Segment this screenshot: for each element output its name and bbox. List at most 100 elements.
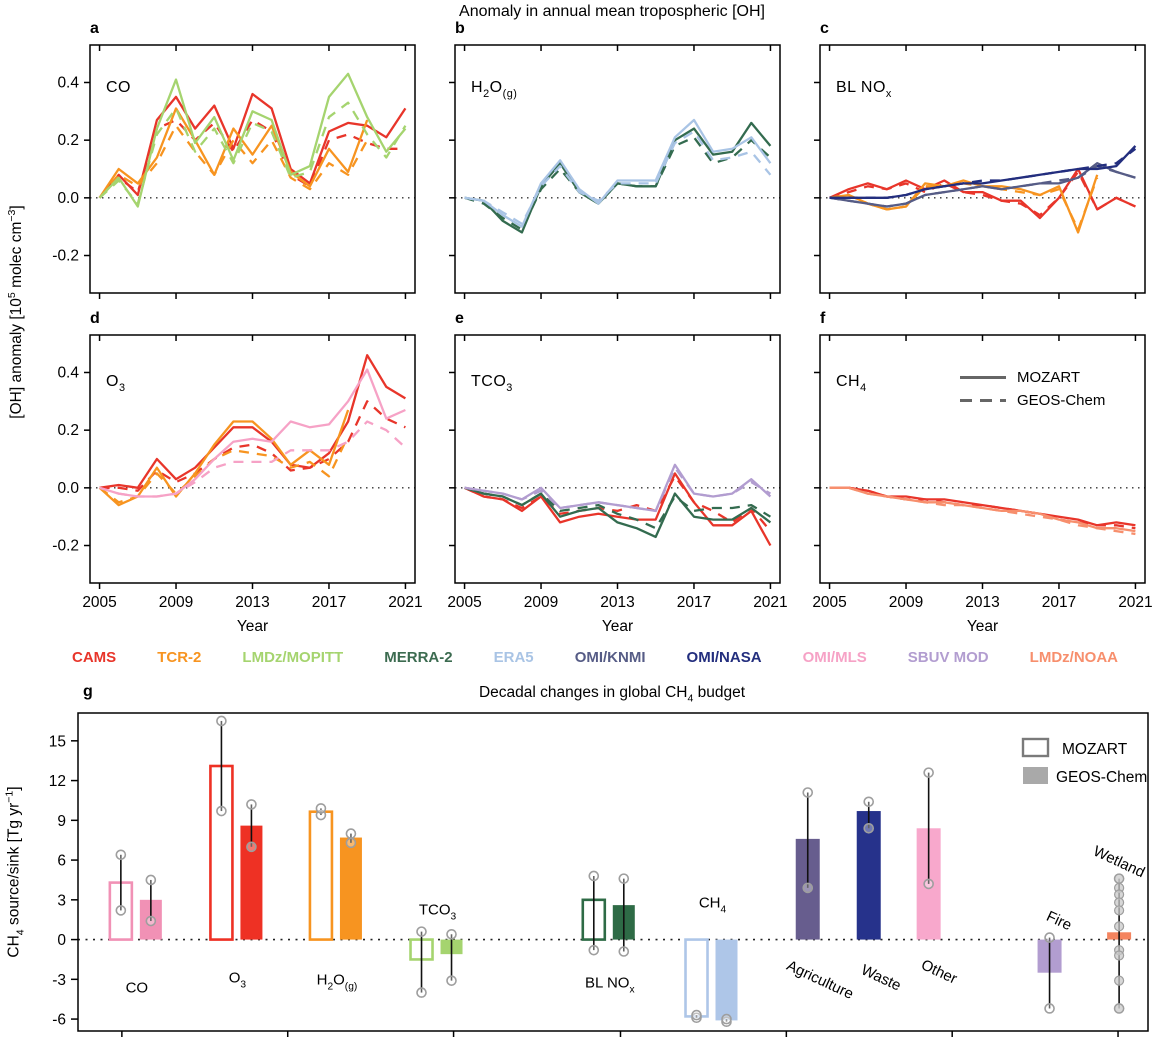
x-tick-label: 2009	[889, 594, 923, 611]
y-tick-label: 0.2	[57, 422, 79, 439]
y-tick-label: 0.0	[57, 190, 79, 207]
g-y-tick-label: 9	[57, 813, 66, 830]
legend-dataset-omi-knmi: OMI/KNMI	[574, 649, 646, 666]
panel-letter-f: f	[820, 310, 826, 327]
legend-dataset-lmdz-mopitt: LMDz/MOPITT	[242, 649, 344, 666]
panel-c-plot	[814, 44, 1146, 299]
bar-o3-geos-chem	[240, 825, 263, 940]
panel-e-species-label: TCO3	[471, 373, 513, 394]
x-tick-label: 2021	[388, 594, 422, 611]
g-y-tick-label: -6	[52, 1012, 66, 1029]
panel-letter-a: a	[90, 20, 99, 37]
series-tcr-2-geos	[98, 435, 350, 504]
ch4-sourcesink-axis-label: CH4 source/sink [Tg yr−1]	[3, 786, 27, 958]
series-era5-mozart	[464, 118, 772, 228]
bar-legend-geos: GEOS-Chem	[1056, 769, 1147, 786]
panel-letter-c: c	[820, 20, 829, 37]
panel-d-species-label: O3	[106, 373, 126, 394]
series-merra-2-mozart	[464, 486, 772, 539]
series-cams-mozart	[464, 472, 772, 547]
y-tick-label: 0.2	[57, 132, 79, 149]
panel-g-bar-chart: 15 12 9 6 3 0 -3 -6 MOZART GEOS-Chem CO O3 H2O(g) TC…	[38, 703, 1154, 1039]
series-lmdz-mopitt-geos	[98, 101, 407, 205]
g-y-tick-label: 12	[49, 773, 66, 790]
g-y-tick-label: 15	[49, 733, 66, 750]
bar-group-label-h2o-g-: H2O(g)	[316, 971, 358, 993]
panel-d-plot: 0.4 0.2 0.0 -0.2 2005 2009 2013 2017 2021 Year	[52, 334, 423, 635]
panel-f-species-label: CH4	[836, 373, 867, 394]
panel-e-plot: 2005 2009 2013 2017 2021 Year	[447, 334, 788, 635]
panel-d-o3: 0.4 0.2 0.0 -0.2 2005 2009 2013 2017 2021 Year O3	[40, 325, 423, 635]
dashed-line-swatch	[960, 399, 1006, 402]
panel-f-plot: 2005 2009 2013 2017 2021 Year	[812, 334, 1153, 635]
series-merra-2-geos	[464, 136, 772, 231]
series-omi-nasa-geos	[829, 147, 1137, 199]
x-tick-label: 2013	[965, 594, 999, 611]
legend-dataset-era5: ERA5	[493, 649, 534, 666]
model-line-legend: MOZART GEOS-Chem	[960, 366, 1105, 412]
x-axis-label: Year	[967, 618, 998, 635]
series-sbuv-mod-geos	[464, 466, 771, 513]
x-tick-label: 2017	[1042, 594, 1076, 611]
g-y-tick-label: 3	[57, 892, 66, 909]
series-cams-geos	[829, 170, 1136, 217]
y-tick-label: 0.0	[57, 480, 79, 497]
bar-group-label-ch4: CH4	[698, 894, 727, 916]
panel-f-ch4: 2005 2009 2013 2017 2021 Year CH4	[770, 325, 1153, 635]
legend-dataset-omi-mls: OMI/MLS	[802, 649, 867, 666]
x-tick-label: 2009	[524, 594, 558, 611]
legend-dataset-cams: CAMS	[72, 649, 117, 666]
series-cams-mozart	[99, 354, 406, 489]
bar-group-label-co: CO	[125, 979, 149, 997]
x-tick-label: 2017	[312, 594, 346, 611]
bar-panel-title: Decadal changes in global CH4 budget	[478, 684, 746, 705]
bar-ch4-geos-chem	[715, 939, 738, 1021]
g-y-tick-label: -3	[52, 972, 66, 989]
solid-line-swatch	[960, 376, 1006, 379]
y-tick-label: 0.4	[57, 74, 79, 91]
legend-row-geos: GEOS-Chem	[960, 389, 1105, 412]
y-tick-label: 0.4	[57, 364, 79, 381]
x-tick-label: 2005	[447, 594, 481, 611]
y-tick-label: -0.2	[52, 538, 79, 555]
panel-b-plot	[449, 44, 781, 299]
bar-h2o-g--geos-chem	[339, 837, 362, 940]
series-cams-mozart	[829, 167, 1136, 220]
series-omi-mls-mozart	[99, 368, 406, 498]
bar-group-label-o3: O3	[228, 969, 247, 991]
series-tcr-2-mozart	[98, 107, 369, 199]
x-tick-label: 2017	[677, 594, 711, 611]
series-era5-geos	[464, 130, 772, 225]
panel-e-tco3: 2005 2009 2013 2017 2021 Year TCO3	[405, 325, 788, 635]
legend-mozart-label: MOZART	[1017, 369, 1081, 386]
panel-b-species-label: H2O(g)	[471, 79, 518, 100]
bar-h2o-g--mozart	[308, 810, 334, 941]
series-lmdz-noaa-geos	[829, 486, 1136, 536]
legend-dataset-sbuv-mod: SBUV MOD	[907, 649, 989, 666]
series-merra-2-geos	[464, 486, 771, 530]
bar-legend: MOZART GEOS-Chem	[1021, 737, 1147, 786]
panel-c-species-label: BL NOx	[836, 79, 892, 100]
series-lmdz-mopitt-mozart	[98, 72, 407, 208]
legend-dataset-tcr-2: TCR-2	[157, 649, 202, 666]
x-tick-label: 2013	[235, 594, 269, 611]
series-omi-knmi-geos	[829, 164, 1136, 208]
panel-letter-b: b	[455, 20, 465, 37]
x-tick-label: 2005	[82, 594, 116, 611]
legend-dataset-lmdz-noaa: LMDz/NOAA	[1029, 649, 1118, 666]
series-omi-nasa-mozart	[829, 145, 1137, 199]
x-axis-label: Year	[237, 618, 268, 635]
x-axis-label: Year	[602, 618, 633, 635]
x-tick-label: 2005	[812, 594, 846, 611]
x-tick-label: 2021	[1118, 594, 1152, 611]
panel-letter-d: d	[90, 310, 100, 327]
series-omi-mls-geos	[99, 420, 407, 498]
dataset-legend: CAMS TCR-2 LMDz/MOPITT MERRA-2 ERA5 OMI/KNMI O…	[72, 649, 1118, 666]
bar-legend-mozart: MOZART	[1062, 741, 1128, 758]
panel-a-co: 0.4 0.2 0.0 -0.2 CO	[40, 35, 420, 335]
g-y-tick-label: 0	[57, 932, 66, 949]
legend-row-mozart: MOZART	[960, 366, 1105, 389]
series-cams-mozart	[829, 486, 1136, 527]
panel-c-blnox: BL NOx	[770, 35, 1150, 335]
